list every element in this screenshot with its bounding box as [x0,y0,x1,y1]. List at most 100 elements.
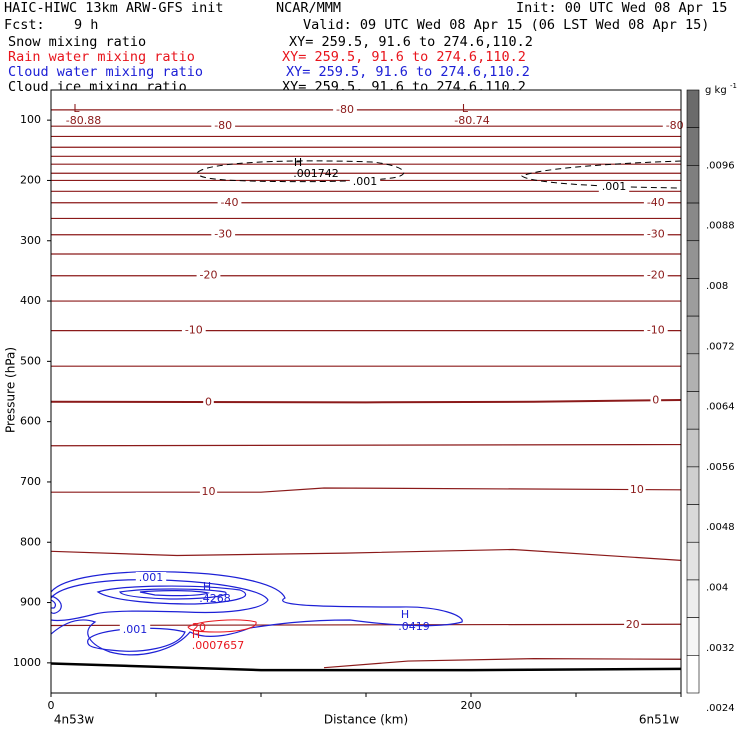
temperature-label-9-0: -40 [221,196,239,209]
temperature-label-1-1-bg [662,120,687,133]
colorbar-swatch-10 [686,466,700,505]
colorbar-swatch-14 [686,617,700,656]
temperature-label-17-0-bg [203,396,214,409]
temperature-contour-20 [51,548,681,561]
field-name-rain: Rain water mixing ratio [8,49,195,65]
x-tick-label-1: 200 [461,699,482,712]
forecast-label: Fcst: [4,17,45,33]
temperature-label-13-0-bg [196,269,221,282]
colorbar-swatch-15 [686,655,700,694]
y-tick-label-5: 600 [20,415,41,428]
rain-water-max-value: .0007657 [192,639,245,652]
cloud-water-max-marker-0: H [203,580,211,593]
temperature-label-19-0-bg [199,486,218,499]
temperature-label-0-0: -80 [336,103,354,116]
cloud-water-contour-outer [51,571,463,656]
y-tick-label-8: 900 [20,596,41,609]
colorbar-units-exponent: -1 [730,82,737,90]
colorbar: .0096 .0088 .008 .0072 .0064 .0056 .0048 .004 .0… [686,82,737,714]
field-name-snow: Snow mixing ratio [8,34,147,50]
colorbar-swatch-7 [686,353,700,392]
rain-water-contour [187,619,257,633]
colorbar-units: g kg [705,85,727,96]
temperature-label-19-1: 10 [630,483,644,496]
temperature-label-15-1-bg [643,324,668,337]
colorbar-label-7: .004 [706,582,728,593]
colorbar-swatch-2 [686,165,700,204]
temperature-label-1-1: -80 [666,119,684,132]
colorbar-swatch-8 [686,391,700,430]
temperature-contour-19 [51,487,681,493]
field-xy-rain: XY= 259.5, 91.6 to 274.6,110.2 [282,49,526,65]
temperature-label-11-1: -30 [647,228,665,241]
axes: 100 200 300 400 500 600 700 800 900 1000 0 200 Dista… [4,113,682,727]
cloud-water-contour-4 [119,588,227,600]
rain-water-label: 20 [192,621,206,634]
temperature-label-13-1-bg [643,269,668,282]
colorbar-swatch-0 [686,89,700,128]
colorbar-label-3: .0072 [706,341,735,352]
colorbar-label-8: .0032 [706,643,735,654]
field-xy-cloud-water: XY= 259.5, 91.6 to 274.6,110.2 [286,64,530,80]
cloud-ice-label-0-bg [349,176,381,188]
colorbar-label-9: .0024 [706,703,735,714]
temperature-label-15-1: -10 [647,324,665,337]
cloud-water-contour-left-edge [51,595,62,614]
temperature-label-0-0-bg [333,103,357,116]
colorbar-swatch-1 [686,127,700,166]
temperature-label-13-0: -20 [200,269,218,282]
cloud-ice-contour-left [197,160,405,183]
temperature-label-9-1-bg [643,196,668,209]
cloud-ice-label-1: .001 [602,180,627,193]
temperature-label-17-0: 0 [205,395,212,408]
y-tick-label-2: 300 [20,234,41,247]
plot-title: HAIC-HIWC 13km ARW-GFS init [4,0,224,16]
temperature-extremum-value-1: -80.74 [454,114,489,127]
cloud-water-contour-left-edge-2 [51,599,57,609]
temperature-label-1-0: -80 [214,119,232,132]
colorbar-label-2: .008 [706,281,728,292]
cloud-water-contour-3 [96,585,247,605]
colorbar-swatch-6 [686,315,700,355]
y-tick-label-3: 400 [20,294,41,307]
temperature-contour-21 [51,623,681,627]
colorbar-swatch-9 [686,428,700,468]
colorbar-swatch-12 [686,541,700,581]
y-tick-label-9: 1000 [13,656,41,669]
forecast-hour: 9 h [74,17,99,33]
temperature-label-21-0-bg [624,618,642,631]
colorbar-label-1: .0088 [706,221,735,232]
y-tick-label-4: 500 [20,354,41,367]
temperature-contour-22 [323,658,681,669]
contour-labels: -80 -80 -80 -40 -40 -30 -30 -20 -20 -10 -10 0 0 10 10 2… [66,102,687,652]
plot-area [51,90,681,693]
x-axis-title: Distance (km) [324,713,408,727]
colorbar-swatch-3 [686,202,700,242]
rain-water-max-marker: H [192,628,200,641]
y-tick-label-1: 200 [20,173,41,186]
cloud-water-label-1: .001 [123,623,148,636]
colorbar-label-4: .0064 [706,402,735,413]
y-tick-label-6: 700 [20,475,41,488]
cloud-ice-max-marker: H [294,156,302,169]
colorbar-swatch-5 [686,278,700,317]
colorbar-swatch-13 [686,579,700,618]
temperature-extremum-marker-0: L [73,102,80,115]
temperature-label-15-0-bg [181,324,206,337]
cloud-ice-max-value: .001742 [293,167,339,180]
temperature-label-15-0: -10 [185,324,203,337]
temperature-label-21-0: 20 [626,618,640,631]
y-tick-label-0: 100 [20,113,41,126]
cloud-water-label-0: .001 [139,571,164,584]
init-time-label: Init: 00 UTC Wed 08 Apr 15 [516,0,728,16]
temperature-label-17-1-bg [650,394,662,407]
colorbar-label-5: .0056 [706,462,735,473]
cloud-ice-label-0: .001 [353,175,378,188]
y-tick-label-7: 800 [20,535,41,548]
field-xy-snow: XY= 259.5, 91.6 to 274.6,110.2 [289,34,533,50]
temperature-label-13-1: -20 [647,269,665,282]
temperature-extremum-marker-1: L [462,102,469,115]
colorbar-swatch-11 [686,504,700,543]
temperature-label-19-1-bg [628,483,646,496]
